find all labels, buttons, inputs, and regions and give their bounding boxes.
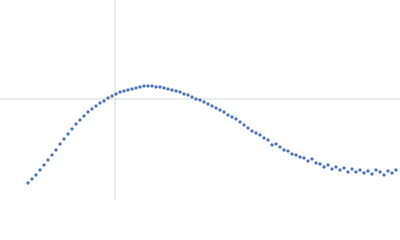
- point: [394, 168, 398, 172]
- point: [90, 107, 94, 111]
- point: [182, 92, 186, 96]
- point: [322, 165, 326, 169]
- point: [314, 161, 318, 165]
- point: [310, 157, 314, 161]
- point: [170, 88, 174, 92]
- point: [134, 86, 138, 90]
- point: [34, 173, 38, 177]
- point: [78, 118, 82, 122]
- point: [46, 158, 50, 162]
- point: [338, 168, 342, 172]
- point: [186, 93, 190, 97]
- point: [262, 136, 266, 140]
- point: [306, 159, 310, 163]
- chart: [0, 0, 400, 200]
- point: [102, 99, 106, 103]
- point: [226, 113, 230, 117]
- point: [370, 172, 374, 176]
- point: [202, 100, 206, 104]
- point: [214, 106, 218, 110]
- point: [174, 89, 178, 93]
- point: [62, 137, 66, 141]
- point: [158, 85, 162, 89]
- point: [118, 90, 122, 94]
- point: [358, 168, 362, 172]
- point: [126, 88, 130, 92]
- point: [378, 170, 382, 174]
- point: [294, 153, 298, 157]
- point: [162, 86, 166, 90]
- point: [98, 101, 102, 105]
- point: [318, 162, 322, 166]
- point: [238, 120, 242, 124]
- point: [290, 152, 294, 156]
- point: [334, 165, 338, 169]
- point: [210, 104, 214, 108]
- point: [26, 181, 30, 185]
- point: [142, 84, 146, 88]
- point: [274, 142, 278, 146]
- point: [230, 115, 234, 119]
- point: [194, 97, 198, 101]
- point: [206, 102, 210, 106]
- point: [246, 126, 250, 130]
- point: [82, 114, 86, 118]
- point: [66, 132, 70, 136]
- point: [242, 123, 246, 127]
- point: [258, 133, 262, 137]
- point: [362, 171, 366, 175]
- point: [266, 138, 270, 142]
- point: [50, 153, 54, 157]
- point: [198, 98, 202, 102]
- point: [222, 110, 226, 114]
- point: [326, 163, 330, 167]
- point: [42, 163, 46, 167]
- point: [354, 170, 358, 174]
- point: [86, 110, 90, 114]
- point: [386, 169, 390, 173]
- point: [38, 168, 42, 172]
- point: [130, 87, 134, 91]
- point: [30, 177, 34, 181]
- point: [366, 169, 370, 173]
- point: [330, 167, 334, 171]
- point: [150, 84, 154, 88]
- point: [106, 96, 110, 100]
- point: [254, 131, 258, 135]
- point: [278, 145, 282, 149]
- point: [70, 127, 74, 131]
- point: [154, 85, 158, 89]
- point: [58, 142, 62, 146]
- point: [54, 148, 58, 152]
- point: [138, 85, 142, 89]
- point: [122, 89, 126, 93]
- point: [302, 156, 306, 160]
- point: [382, 173, 386, 177]
- point: [270, 143, 274, 147]
- point: [234, 117, 238, 121]
- point: [342, 166, 346, 170]
- point: [350, 167, 354, 171]
- point: [94, 104, 98, 108]
- point: [146, 84, 150, 88]
- point: [114, 92, 118, 96]
- point: [110, 94, 114, 98]
- point: [346, 170, 350, 174]
- point: [218, 108, 222, 112]
- point: [166, 87, 170, 91]
- point: [374, 168, 378, 172]
- point: [74, 122, 78, 126]
- point: [282, 148, 286, 152]
- point: [190, 95, 194, 99]
- point: [286, 149, 290, 153]
- point: [390, 171, 394, 175]
- point: [250, 129, 254, 133]
- point: [298, 155, 302, 159]
- point: [178, 90, 182, 94]
